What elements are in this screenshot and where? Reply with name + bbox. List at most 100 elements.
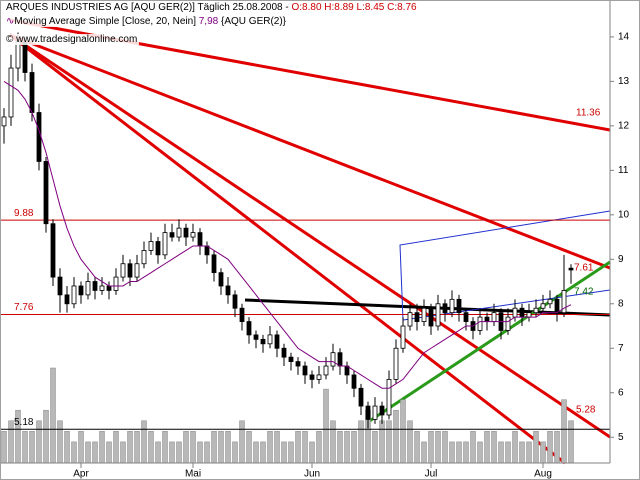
candle-body <box>169 232 175 238</box>
volume-bar <box>498 441 504 464</box>
volume-bar <box>50 367 56 464</box>
volume-bar <box>449 441 455 464</box>
line-label: 7.61 <box>574 263 594 274</box>
ohlc-label: O:8.80 H:8.89 L:8.45 C:8.76 <box>291 2 417 13</box>
volume-bar <box>421 441 427 464</box>
volume-bar <box>470 431 476 464</box>
volume-bar <box>204 441 210 464</box>
volume-bar <box>190 431 196 464</box>
candle-body <box>428 307 434 327</box>
candle-body <box>505 316 511 331</box>
volume-bar <box>260 441 266 464</box>
candle-body <box>1 116 7 127</box>
candle-body <box>365 405 371 420</box>
volume-bar <box>442 431 448 464</box>
candle-body <box>295 361 301 367</box>
candle-body <box>449 298 455 314</box>
volume-bar <box>533 431 539 464</box>
y-tick-label: 14 <box>618 32 630 43</box>
volume-bar <box>519 441 525 464</box>
volume-bar <box>568 420 574 464</box>
candle-body <box>232 294 238 309</box>
legend-value: 7,98 <box>198 16 219 27</box>
volume-bar <box>169 441 175 464</box>
candle-body <box>526 312 532 318</box>
volume-bar <box>113 431 119 464</box>
candle-body <box>302 365 308 376</box>
candle-body <box>57 276 63 296</box>
candle-body <box>512 307 518 318</box>
candle-body <box>456 298 462 314</box>
candle-body <box>337 352 343 367</box>
candle-body <box>316 374 322 380</box>
volume-bar <box>330 420 336 464</box>
candle-body <box>22 40 28 73</box>
volume-bar <box>281 441 287 464</box>
candle-body <box>197 232 203 247</box>
candle-body <box>540 303 546 309</box>
candle-body <box>99 285 105 291</box>
volume-bar <box>176 441 182 464</box>
y-tick-label: 13 <box>618 76 630 87</box>
y-tick-label: 9 <box>618 254 624 265</box>
volume-bar <box>428 431 434 464</box>
candle-body <box>260 338 266 345</box>
trend-line <box>9 33 611 439</box>
volume-bar <box>246 431 252 464</box>
volume-bar <box>267 431 273 464</box>
volume-bar <box>393 409 399 464</box>
candle-body <box>400 325 406 349</box>
title: ARQUES INDUSTRIES AG [AQU GER(2)] Täglic… <box>6 2 289 13</box>
legend: ∿Moving Average Simple [Close, 20, Nein]… <box>4 16 289 27</box>
volume-bar <box>505 441 511 464</box>
volume-bar <box>239 420 245 464</box>
candle-body <box>253 334 259 340</box>
legend-label: Moving Average Simple [Close, 20, Nein] <box>14 16 196 27</box>
candle-body <box>561 290 567 314</box>
volume-bar <box>8 420 14 464</box>
candle-body <box>372 405 378 420</box>
candle-body <box>64 294 70 305</box>
candle-body <box>92 281 98 291</box>
x-tick-label: Jul <box>425 469 438 480</box>
volume-bar <box>29 431 35 464</box>
volume-bar <box>92 441 98 464</box>
candle-body <box>288 356 294 362</box>
y-tick-label: 5 <box>618 432 624 443</box>
candle-body <box>8 67 14 118</box>
candle-body <box>379 405 385 416</box>
candle-body <box>29 72 35 113</box>
y-tick-label: 7 <box>618 343 624 354</box>
candle-body <box>463 312 469 322</box>
candle-body <box>176 227 182 238</box>
candle-body <box>330 352 336 367</box>
candle-body <box>218 272 224 287</box>
volume-bar <box>141 420 147 464</box>
volume-bar <box>351 431 357 464</box>
x-tick-label: Jun <box>304 469 320 480</box>
candle-body <box>281 347 287 358</box>
volume-bar <box>1 431 7 464</box>
horizontal-line-label: 7.76 <box>14 302 34 313</box>
volume-bar <box>127 431 133 464</box>
candle-body <box>309 374 315 380</box>
candle-body <box>435 303 441 327</box>
volume-bar <box>316 431 322 464</box>
x-tick-label: Mai <box>185 469 201 480</box>
volume-bar <box>288 441 294 464</box>
volume-bar <box>407 420 413 464</box>
y-tick-label: 12 <box>618 121 630 132</box>
volume-bar <box>372 431 378 464</box>
volume-bar <box>155 441 161 464</box>
candle-body <box>15 40 21 69</box>
volume-bar <box>78 431 84 464</box>
volume-bar <box>414 431 420 464</box>
y-tick-label: 11 <box>618 165 629 176</box>
volume-bar <box>512 431 518 464</box>
candle-body <box>554 298 560 314</box>
candle-body <box>484 316 490 322</box>
line-label: 11.36 <box>576 108 601 119</box>
candle-body <box>568 267 574 271</box>
line-label: 5.28 <box>576 405 596 416</box>
